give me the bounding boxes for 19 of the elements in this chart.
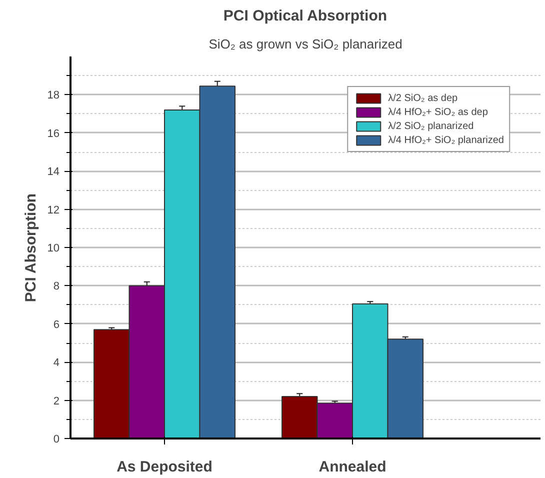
chart-subtitle: SiO₂ as grown vs SiO₂ planarized [208, 36, 402, 52]
y-tick-label: 6 [53, 318, 60, 331]
x-tick-label: As Deposited [116, 458, 212, 476]
x-tick-label: Annealed [318, 458, 386, 476]
y-tick-label: 12 [47, 204, 60, 216]
legend-label: λ/2 SiO₂ planarized [388, 120, 474, 132]
y-tick-label: 10 [47, 242, 60, 254]
y-tick-label: 4 [53, 357, 60, 370]
legend-label: λ/4 HfO₂+ SiO₂ planarized [388, 134, 504, 146]
chart-title: PCI Optical Absorption [223, 8, 388, 24]
y-tick-label: 18 [47, 90, 60, 102]
legend-label: λ/2 SiO₂ as dep [388, 92, 458, 104]
y-axis-title: PCI Absorption [22, 193, 40, 302]
legend-label: λ/4 HfO₂+ SiO₂ as dep [388, 106, 488, 118]
y-tick-label: 16 [47, 128, 60, 140]
y-tick-label: 14 [47, 166, 60, 178]
y-tick-label: 2 [53, 395, 60, 408]
y-tick-label: 8 [53, 280, 60, 293]
y-tick-label: 0 [53, 434, 60, 446]
